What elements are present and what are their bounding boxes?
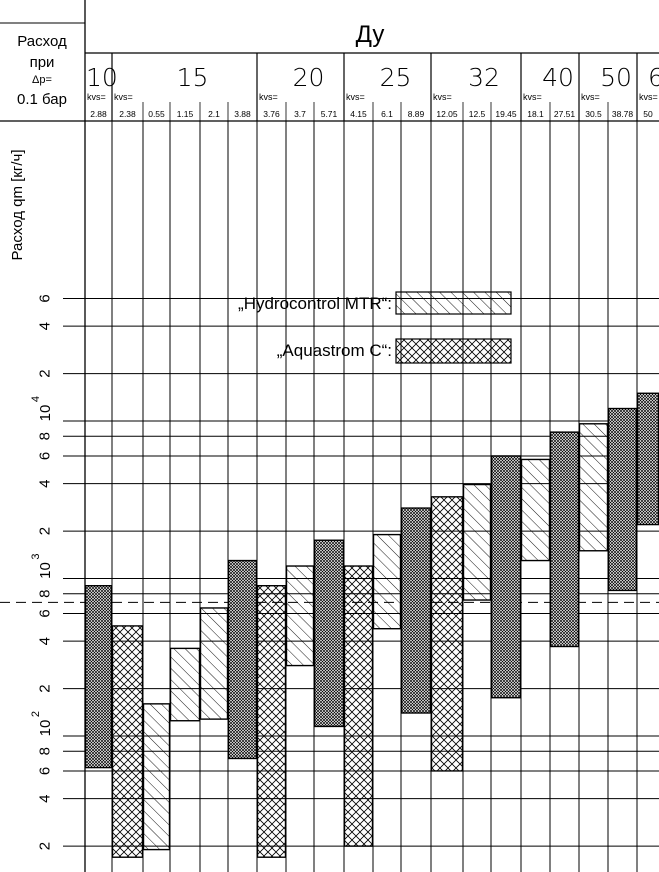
kvs-value: 30.5 <box>585 109 602 119</box>
y-tick-label: 2 <box>37 369 54 377</box>
kvs-value: 5.71 <box>321 109 338 119</box>
legend-swatch-hatch <box>395 291 512 315</box>
bar-dense <box>549 431 580 648</box>
y-decade-mantissa: 10 <box>37 562 54 579</box>
kvs-value: 3.7 <box>294 109 306 119</box>
y-decade-exponent: 2 <box>30 711 42 717</box>
bar-hatch <box>578 423 609 552</box>
legend: „Hydrocontrol MTR“: „Aquastrom C“: <box>238 291 512 364</box>
kvs-value: 4.15 <box>350 109 367 119</box>
bar-dense <box>607 407 638 592</box>
y-tick-label: 2 <box>37 527 54 535</box>
bar-cross <box>111 625 144 858</box>
bar-dense <box>400 507 432 714</box>
group-label-dn-50: 50 <box>600 63 632 92</box>
kvs-value: 2.88 <box>90 109 107 119</box>
kvs-value: 6.1 <box>381 109 393 119</box>
kvs-value: 3.88 <box>234 109 251 119</box>
y-tick-label: 8 <box>37 590 54 598</box>
header-title: Ду <box>356 21 385 48</box>
kvs-prefix: kvs= <box>639 92 658 102</box>
kvs-value: 12.05 <box>436 109 458 119</box>
y-tick-label: 4 <box>37 480 54 488</box>
bar-hatch <box>462 483 492 601</box>
y-tick-label: 4 <box>37 637 54 645</box>
y-axis-label: Расход qm [кг/ч] <box>9 150 26 261</box>
legend-label-aquastrom: „Aquastrom C“: <box>277 341 392 360</box>
group-label-dn-20: 20 <box>293 63 325 92</box>
kvs-value: 1.15 <box>177 109 194 119</box>
y-decade-exponent: 3 <box>30 553 42 559</box>
bar-hatch <box>199 607 229 720</box>
bar-hatch <box>285 565 315 667</box>
kvs-value: 8.89 <box>408 109 425 119</box>
bar-hatch <box>142 703 171 851</box>
y-tick-label: 2 <box>37 684 54 692</box>
bar-dense <box>636 392 659 526</box>
kvs-value: 2.38 <box>119 109 136 119</box>
y-tick-label: 6 <box>37 767 54 775</box>
kvs-value: 38.78 <box>612 109 634 119</box>
y-decade-mantissa: 10 <box>37 405 54 422</box>
y-tick-label: 6 <box>37 452 54 460</box>
y-axis: 2 4 6 8 2 4 6 8 2 4 6 8 2 4 6 10 2 10 3 10 4 <box>30 294 54 850</box>
kvs-prefix: kvs= <box>523 92 542 102</box>
bar-hatch <box>372 533 402 630</box>
legend-swatch-cross <box>395 338 512 364</box>
bar-dense <box>490 455 522 699</box>
bar-hatch <box>169 647 201 722</box>
kvs-prefix: kvs= <box>259 92 278 102</box>
bar-dense <box>313 539 345 728</box>
header-label-line-4: 0.1 бар <box>17 91 67 108</box>
group-label-dn-10: 10 <box>86 63 118 92</box>
kvs-prefix: kvs= <box>433 92 452 102</box>
y-tick-label: 4 <box>37 322 54 330</box>
kvs-prefix: kvs= <box>114 92 133 102</box>
group-label-dn-15: 15 <box>177 63 209 92</box>
group-label-dn-25: 25 <box>380 63 412 92</box>
bar-hatch <box>520 458 551 562</box>
y-tick-label: 4 <box>37 795 54 803</box>
y-tick-label: 2 <box>37 842 54 850</box>
kvs-value: 0.55 <box>148 109 165 119</box>
bars <box>84 392 659 858</box>
y-tick-label: 8 <box>37 747 54 755</box>
y-tick-label: 6 <box>37 294 54 302</box>
kvs-value: 50 <box>643 109 653 119</box>
group-label-dn-32: 32 <box>468 63 500 92</box>
header-label-line-1: Расход <box>17 33 67 50</box>
y-decade-label: 10 2 <box>30 711 54 736</box>
y-tick-label: 6 <box>37 609 54 617</box>
kvs-prefix: kvs= <box>346 92 365 102</box>
group-label-dn-40: 40 <box>542 63 574 92</box>
y-decade-mantissa: 10 <box>37 720 54 737</box>
bar-cross <box>430 496 464 772</box>
kvs-prefix: kvs= <box>581 92 600 102</box>
bar-dense <box>227 559 258 760</box>
y-decade-label: 10 3 <box>30 553 54 578</box>
header-label-line-2: при <box>30 54 55 71</box>
bar-cross <box>343 565 374 847</box>
kvs-value: 3.76 <box>263 109 280 119</box>
kvs-value: 19.45 <box>495 109 517 119</box>
kvs-prefix: kvs= <box>87 92 106 102</box>
bar-cross <box>256 585 287 858</box>
bar-dense <box>84 585 113 769</box>
kvs-value: 18.1 <box>527 109 544 119</box>
header-label-line-3: Δp= <box>32 74 52 86</box>
kvs-value: 2.1 <box>208 109 220 119</box>
kvs-value: 27.51 <box>554 109 576 119</box>
kvs-value: 12.5 <box>469 109 486 119</box>
y-decade-exponent: 4 <box>30 396 42 402</box>
y-decade-label: 10 4 <box>30 396 54 421</box>
y-tick-label: 8 <box>37 432 54 440</box>
legend-label-hydrocontrol: „Hydrocontrol MTR“: <box>238 294 392 313</box>
group-label-dn-65: 65 <box>648 63 659 92</box>
